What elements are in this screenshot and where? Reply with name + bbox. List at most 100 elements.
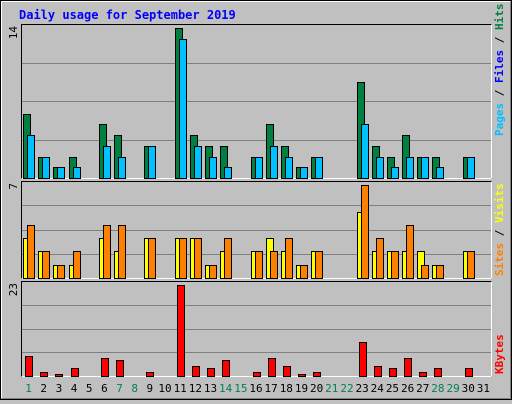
bar-sites-day-1: [27, 225, 35, 279]
bar-kbytes-day-23: [359, 342, 367, 377]
x-label-day-24: 24: [371, 382, 385, 395]
x-label-day-25: 25: [386, 382, 399, 395]
x-label-day-10: 10: [158, 382, 171, 395]
x-label-day-16: 16: [249, 382, 262, 395]
x-label-day-22: 22: [340, 382, 353, 395]
bar-files-day-13: [209, 157, 217, 179]
bar-sites-day-26: [406, 225, 414, 279]
x-label-day-14: 14: [219, 382, 233, 395]
bar-kbytes-day-17: [268, 358, 276, 377]
x-label-day-23: 23: [356, 382, 369, 395]
x-label-day-26: 26: [401, 382, 414, 395]
bar-kbytes-day-26: [404, 358, 412, 377]
bar-files-day-9: [148, 146, 156, 179]
legend-pages: Pages: [493, 103, 506, 136]
panel-kbytes-ymax-label: 23: [7, 283, 20, 296]
bar-files-day-24: [376, 157, 384, 179]
bar-sites-day-25: [391, 251, 399, 279]
x-label-day-17: 17: [265, 382, 278, 395]
bar-files-day-1: [27, 135, 35, 179]
bar-sites-day-19: [300, 265, 308, 279]
bar-kbytes-day-4: [71, 368, 79, 377]
x-label-day-27: 27: [416, 382, 429, 395]
bar-files-day-17: [270, 146, 278, 179]
legend-kbytes: KBytes: [493, 334, 506, 374]
bar-sites-day-20: [315, 251, 323, 279]
bar-sites-day-24: [376, 238, 384, 279]
x-label-day-28: 28: [431, 382, 444, 395]
legend-files: Files: [493, 50, 506, 83]
bar-kbytes-day-3: [55, 374, 63, 377]
panel-kbytes-legend: KBytes: [493, 334, 506, 374]
bar-files-day-16: [255, 157, 263, 179]
x-label-day-9: 9: [147, 382, 154, 395]
legend-sites: Sites: [493, 243, 506, 276]
x-label-day-7: 7: [116, 382, 123, 395]
x-label-day-11: 11: [174, 382, 187, 395]
bar-files-day-11: [179, 39, 187, 179]
bar-sites-day-16: [255, 251, 263, 279]
bar-sites-day-6: [103, 225, 111, 279]
legend-separator: /: [493, 30, 506, 50]
bar-kbytes-day-9: [146, 372, 154, 377]
panel-pages-files-hits-legend: Pages / Files / Hits: [493, 4, 506, 137]
bar-files-day-30: [467, 157, 475, 179]
legend-hits: Hits: [493, 4, 506, 31]
bar-files-day-18: [285, 157, 293, 179]
bar-kbytes-day-14: [222, 360, 230, 377]
legend-visits: Visits: [493, 183, 506, 223]
x-label-day-31: 31: [477, 382, 490, 395]
x-label-day-20: 20: [310, 382, 323, 395]
bar-sites-day-30: [467, 251, 475, 279]
x-label-day-18: 18: [280, 382, 293, 395]
bar-kbytes-day-20: [313, 372, 321, 377]
bar-sites-day-18: [285, 238, 293, 279]
bar-sites-day-27: [421, 265, 429, 279]
chart-title: Daily usage for September 2019: [19, 8, 236, 22]
bar-files-day-4: [73, 167, 81, 179]
bar-kbytes-day-2: [40, 372, 48, 377]
bar-kbytes-day-30: [465, 368, 473, 377]
bar-sites-day-28: [436, 265, 444, 279]
x-label-day-5: 5: [86, 382, 93, 395]
x-label-day-2: 2: [40, 382, 47, 395]
bar-sites-day-23: [361, 185, 369, 279]
bar-sites-day-2: [42, 251, 50, 279]
x-label-day-4: 4: [71, 382, 78, 395]
bar-files-day-23: [361, 124, 369, 179]
bar-sites-day-17: [270, 251, 278, 279]
bar-files-day-3: [57, 167, 65, 179]
bar-kbytes-day-19: [298, 374, 306, 377]
x-label-day-29: 29: [446, 382, 459, 395]
bar-kbytes-day-24: [374, 366, 382, 377]
bar-files-day-19: [300, 167, 308, 179]
bar-sites-day-14: [224, 238, 232, 279]
bar-files-day-6: [103, 146, 111, 179]
legend-separator: /: [493, 223, 506, 243]
bar-sites-day-4: [73, 251, 81, 279]
bar-files-day-2: [42, 157, 50, 179]
bar-sites-day-3: [57, 265, 65, 279]
x-label-day-6: 6: [101, 382, 108, 395]
bar-files-day-20: [315, 157, 323, 179]
panel-pages-files-hits-ymax-label: 14: [7, 26, 20, 40]
x-label-day-15: 15: [234, 382, 247, 395]
x-label-day-13: 13: [204, 382, 217, 395]
x-label-day-30: 30: [462, 382, 475, 395]
bar-kbytes-day-6: [101, 358, 109, 377]
bar-files-day-25: [391, 167, 399, 179]
bar-kbytes-day-7: [116, 360, 124, 377]
bar-kbytes-day-28: [434, 368, 442, 377]
bar-kbytes-day-18: [283, 366, 291, 377]
panel-visits-sites-legend: Sites / Visits: [493, 183, 506, 276]
bar-kbytes-day-27: [419, 372, 427, 377]
bar-files-day-7: [118, 157, 126, 179]
x-label-day-19: 19: [295, 382, 308, 395]
x-label-day-21: 21: [325, 382, 338, 395]
x-label-day-8: 8: [131, 382, 138, 395]
x-label-day-12: 12: [189, 382, 202, 395]
bar-kbytes-day-12: [192, 366, 200, 377]
x-label-day-3: 3: [56, 382, 63, 395]
